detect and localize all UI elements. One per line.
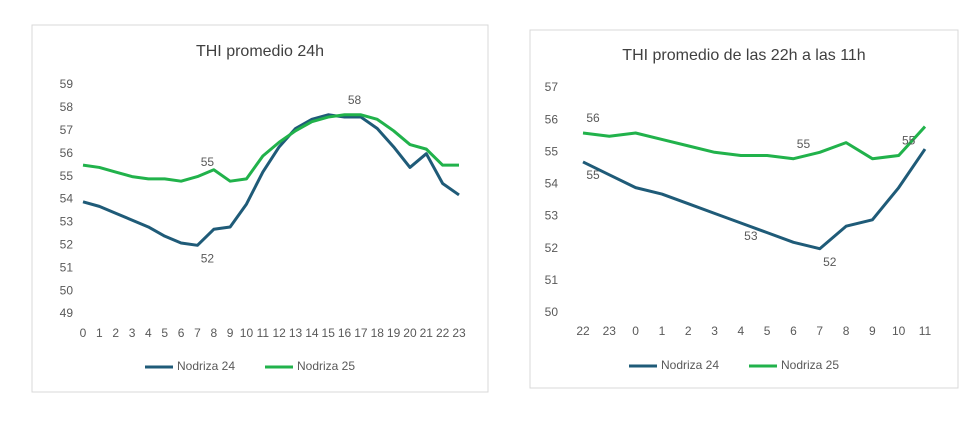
x-tick-label: 0: [80, 326, 87, 340]
series-line: [82, 113, 459, 183]
y-tick-label: 55: [60, 169, 74, 183]
data-label: 55: [902, 134, 916, 148]
series-line: [582, 148, 927, 251]
y-tick-label: 49: [60, 306, 74, 320]
y-tick-label: 50: [545, 305, 559, 319]
x-tick-label: 5: [161, 326, 168, 340]
data-label: 55: [201, 155, 215, 169]
x-tick-label: 4: [738, 324, 745, 338]
legend-label: Nodriza 25: [781, 358, 839, 372]
x-tick-label: 11: [919, 324, 932, 338]
data-label: 55: [586, 168, 600, 182]
x-tick-label: 10: [892, 324, 906, 338]
y-tick-label: 56: [545, 112, 559, 126]
y-tick-label: 57: [545, 80, 559, 94]
y-tick-label: 54: [545, 177, 559, 191]
x-tick-label: 3: [711, 324, 718, 338]
legend-label: Nodriza 25: [297, 359, 355, 373]
x-tick-label: 6: [178, 326, 185, 340]
series-line: [82, 113, 460, 247]
data-label: 56: [586, 111, 600, 125]
x-tick-label: 12: [272, 326, 286, 340]
x-tick-label: 2: [685, 324, 692, 338]
x-tick-label: 3: [129, 326, 136, 340]
y-tick-label: 51: [545, 273, 559, 287]
x-tick-label: 2: [112, 326, 119, 340]
chart-title: THI promedio 24h: [196, 43, 324, 60]
x-tick-label: 9: [227, 326, 234, 340]
y-tick-label: 50: [60, 283, 74, 297]
x-tick-label: 7: [816, 324, 823, 338]
y-tick-label: 51: [60, 260, 74, 274]
chart-frame: [529, 29, 959, 389]
y-tick-label: 53: [545, 209, 559, 223]
chart-title: THI promedio de las 22h a las 11h: [622, 47, 865, 64]
x-tick-label: 21: [420, 326, 434, 340]
data-label: 55: [797, 137, 811, 151]
x-tick-label: 16: [338, 326, 352, 340]
y-tick-label: 58: [60, 100, 74, 114]
x-tick-label: 9: [869, 324, 876, 338]
x-tick-label: 22: [576, 324, 590, 338]
x-tick-label: 22: [436, 326, 450, 340]
x-tick-label: 15: [322, 326, 336, 340]
x-tick-label: 10: [240, 326, 254, 340]
y-tick-label: 55: [545, 144, 559, 158]
y-tick-label: 52: [545, 241, 559, 255]
legend-label: Nodriza 24: [661, 358, 719, 372]
y-tick-label: 52: [60, 237, 74, 251]
x-tick-label: 0: [632, 324, 639, 338]
x-tick-label: 1: [96, 326, 103, 340]
data-label: 52: [823, 255, 837, 269]
y-tick-label: 59: [60, 77, 74, 91]
x-tick-label: 14: [305, 326, 319, 340]
x-tick-label: 1: [659, 324, 666, 338]
data-label: 58: [348, 93, 362, 107]
x-tick-label: 19: [387, 326, 401, 340]
x-tick-label: 5: [764, 324, 771, 338]
x-tick-label: 6: [790, 324, 797, 338]
legend-label: Nodriza 24: [177, 359, 235, 373]
x-tick-label: 23: [603, 324, 617, 338]
x-tick-label: 4: [145, 326, 152, 340]
x-tick-label: 11: [257, 326, 270, 340]
x-tick-label: 17: [354, 326, 368, 340]
x-tick-label: 20: [403, 326, 417, 340]
data-label: 53: [744, 229, 758, 243]
y-tick-label: 54: [60, 192, 74, 206]
x-tick-label: 13: [289, 326, 303, 340]
x-tick-label: 18: [371, 326, 385, 340]
x-tick-label: 7: [194, 326, 201, 340]
y-tick-label: 53: [60, 215, 74, 229]
x-tick-label: 8: [843, 324, 850, 338]
x-tick-label: 23: [452, 326, 466, 340]
data-label: 52: [201, 251, 215, 265]
series-line: [582, 125, 927, 161]
x-tick-label: 8: [210, 326, 217, 340]
y-tick-label: 57: [60, 123, 74, 137]
y-tick-label: 56: [60, 146, 74, 160]
